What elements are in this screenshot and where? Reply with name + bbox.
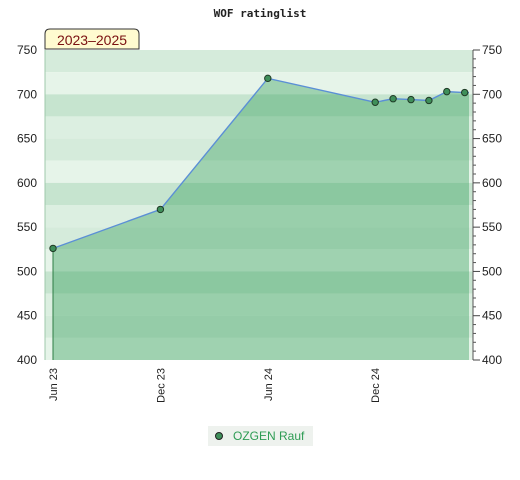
data-point bbox=[443, 87, 451, 96]
y-tick-label: 450 bbox=[17, 309, 37, 323]
y-tick-label-right: 550 bbox=[482, 220, 502, 234]
y-tick-label: 650 bbox=[17, 132, 37, 146]
legend-marker bbox=[215, 432, 223, 440]
background-band bbox=[45, 138, 473, 161]
x-tick-label: Dec 24 bbox=[370, 368, 382, 403]
y-tick-label-right: 500 bbox=[482, 264, 502, 278]
y-tick-label: 400 bbox=[17, 353, 37, 367]
data-point bbox=[371, 98, 379, 106]
y-tick-label-right: 750 bbox=[482, 43, 502, 57]
rating-area bbox=[53, 78, 469, 360]
chart-title: WOF ratinglist bbox=[214, 7, 307, 20]
period-badge-label: 2023–2025 bbox=[57, 32, 127, 48]
background-band bbox=[45, 227, 473, 250]
data-point bbox=[461, 88, 469, 97]
x-tick-labels: Jun 23 Dec 23 Jun 24 Dec 24 bbox=[48, 368, 382, 403]
background-band bbox=[45, 72, 473, 95]
data-point bbox=[156, 205, 165, 214]
data-point bbox=[264, 74, 272, 83]
background-band bbox=[45, 182, 473, 205]
background-band bbox=[45, 271, 473, 294]
background-band bbox=[45, 249, 473, 272]
y-tick-labels-right: 400 450 500 550 600 650 700 750 bbox=[482, 43, 502, 367]
background-band bbox=[45, 315, 473, 338]
background-band bbox=[45, 293, 473, 316]
y-minor-ticks bbox=[473, 49, 480, 361]
y-tick-label: 500 bbox=[17, 264, 37, 278]
background-band bbox=[45, 160, 473, 183]
y-tick-label: 750 bbox=[17, 43, 37, 57]
y-tick-label: 550 bbox=[17, 220, 37, 234]
y-tick-label-right: 650 bbox=[482, 132, 502, 146]
x-tick-label: Dec 23 bbox=[155, 368, 167, 403]
background-band bbox=[45, 205, 473, 228]
background-band bbox=[45, 337, 473, 360]
background-band bbox=[45, 50, 473, 73]
rating-line bbox=[52, 77, 469, 250]
y-tick-label-right: 400 bbox=[482, 353, 502, 367]
period-badge: 2023–2025 bbox=[44, 28, 140, 50]
x-tick-label: Jun 23 bbox=[48, 368, 60, 401]
data-point bbox=[425, 96, 433, 105]
legend-box bbox=[208, 426, 313, 446]
data-points bbox=[49, 74, 469, 253]
data-point bbox=[49, 244, 57, 253]
background-bands bbox=[45, 50, 473, 360]
y-tick-label: 600 bbox=[17, 176, 37, 190]
y-tick-label-right: 600 bbox=[482, 176, 502, 190]
legend: OZGEN Rauf bbox=[208, 426, 313, 446]
y-tick-label-right: 700 bbox=[482, 87, 502, 101]
legend-label: OZGEN Rauf bbox=[233, 429, 305, 443]
y-tick-labels-left: 400 450 500 550 600 650 700 750 bbox=[17, 43, 37, 367]
y-tick-label-right: 450 bbox=[482, 309, 502, 323]
y-tick-label: 700 bbox=[17, 87, 37, 101]
data-point bbox=[407, 95, 415, 104]
background-band bbox=[45, 116, 473, 139]
x-tick-label: Jun 24 bbox=[263, 368, 275, 401]
data-point bbox=[389, 95, 397, 103]
